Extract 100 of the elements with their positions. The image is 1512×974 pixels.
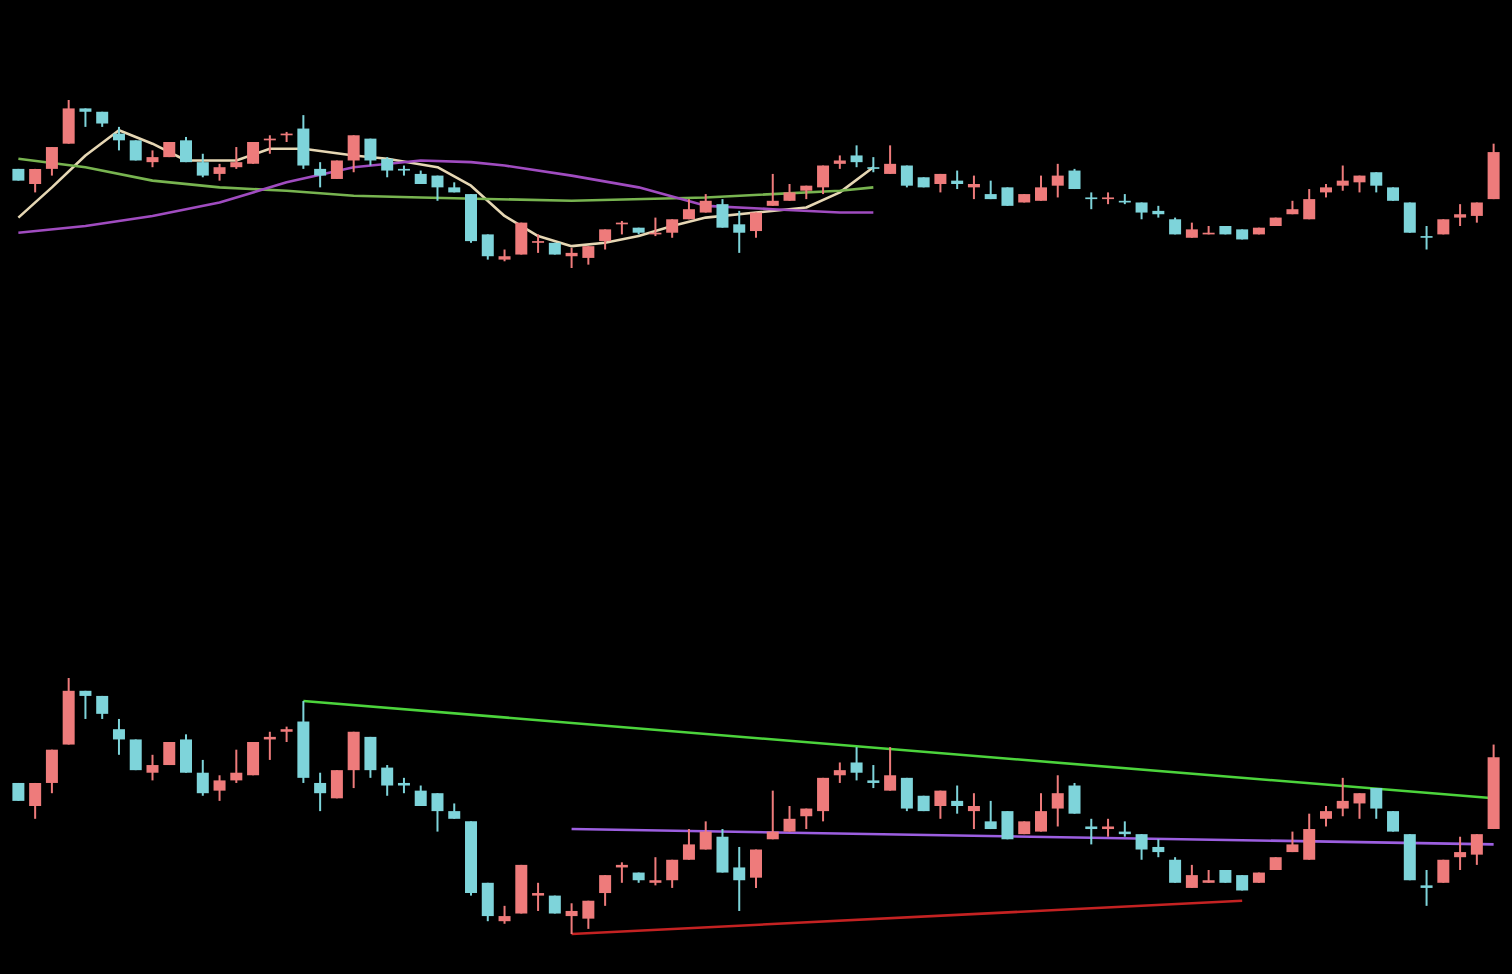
candlestick: [716, 828, 729, 874]
candlestick: [1370, 787, 1383, 820]
candlestick: [79, 107, 92, 128]
candlestick: [314, 161, 327, 189]
candlestick: [515, 221, 528, 256]
candlestick: [733, 209, 746, 254]
candlestick: [666, 858, 679, 889]
candlestick: [766, 789, 779, 841]
candlestick: [1353, 792, 1366, 820]
candlestick: [347, 730, 360, 790]
candlestick: [364, 735, 377, 779]
candlestick: [465, 193, 478, 244]
candlestick: [1470, 201, 1483, 224]
candlestick: [733, 845, 746, 912]
candlestick: [699, 820, 712, 851]
candlestick: [481, 233, 494, 261]
candlestick: [1034, 174, 1047, 202]
candlestick: [230, 748, 243, 784]
candlestick: [582, 899, 595, 930]
candlestick: [1420, 869, 1433, 907]
candlestick: [196, 152, 209, 179]
candlestick: [699, 193, 712, 214]
candlestick: [1001, 810, 1014, 841]
candlestick: [381, 156, 394, 179]
candlestick: [1303, 188, 1316, 221]
candlestick: [247, 141, 260, 165]
candlestick: [180, 733, 193, 774]
candlestick: [716, 198, 729, 229]
candlestick: [1336, 164, 1349, 192]
candlestick: [1403, 201, 1416, 234]
candlestick: [1387, 810, 1400, 833]
candlestick: [213, 774, 226, 802]
candlestick: [129, 738, 142, 772]
candlestick: [750, 211, 762, 239]
candlestick: [599, 228, 612, 251]
candlestick: [364, 137, 377, 167]
candlestick: [431, 792, 444, 833]
candlestick: [750, 848, 762, 889]
candlestick: [666, 218, 679, 239]
candlestick: [582, 245, 595, 266]
candlestick: [532, 233, 545, 254]
candlestick: [1169, 856, 1182, 884]
candlestick: [1185, 863, 1198, 889]
candlestick: [79, 689, 92, 720]
candlestick: [1303, 812, 1316, 861]
candlestick: [1470, 833, 1483, 866]
candlestick: [1051, 162, 1064, 199]
candlestick: [247, 741, 260, 777]
candlestick: [330, 769, 343, 800]
candlestick: [967, 792, 980, 831]
candlestick: [1051, 774, 1064, 828]
candlestick: [817, 776, 830, 823]
candlestick: [297, 114, 310, 170]
candlestick: [1420, 225, 1433, 251]
candlestick: [565, 246, 578, 269]
candlestick: [1454, 203, 1467, 227]
candlestick: [1336, 776, 1349, 818]
candlestick: [967, 174, 980, 201]
candlestick: [884, 746, 897, 792]
candlestick: [951, 784, 964, 815]
candlestick: [481, 881, 494, 923]
candlestick: [1319, 805, 1332, 828]
candlestick: [196, 758, 209, 797]
candlestick: [62, 99, 75, 145]
candlestick: [45, 146, 58, 177]
candlestick: [347, 134, 360, 174]
candlestick: [984, 799, 997, 831]
candlestick: [1034, 792, 1047, 833]
candlestick: [884, 144, 897, 175]
candlestick: [314, 771, 327, 813]
candlestick: [1454, 835, 1467, 871]
candlestick: [1068, 781, 1081, 815]
candlestick: [817, 164, 830, 196]
candlestick: [565, 902, 578, 935]
candlestick: [381, 764, 394, 797]
candlestick: [146, 753, 159, 782]
candlestick: [330, 159, 343, 180]
candlestick: [1370, 171, 1383, 194]
candlestick: [867, 764, 880, 790]
candlestick: [532, 881, 545, 912]
candlestick: [112, 717, 125, 756]
candlestick: [230, 146, 243, 170]
candlestick: [1135, 833, 1148, 861]
candlestick: [833, 761, 846, 784]
candlestick: [649, 856, 662, 887]
candlestick: [1085, 817, 1098, 846]
candlestick: [934, 789, 947, 820]
candlestick: [766, 172, 779, 207]
candlestick: [180, 135, 193, 164]
candlestick: [45, 748, 58, 795]
candlestick: [850, 746, 863, 782]
candlestick: [431, 174, 444, 202]
candlestick: [1403, 833, 1416, 882]
candlestick: [783, 805, 796, 833]
candlestick: [951, 169, 964, 191]
candlestick: [850, 144, 863, 169]
candlestick: [1001, 186, 1014, 207]
candlestick: [29, 781, 42, 820]
candlestick: [900, 776, 913, 813]
candlestick: [1487, 142, 1500, 201]
